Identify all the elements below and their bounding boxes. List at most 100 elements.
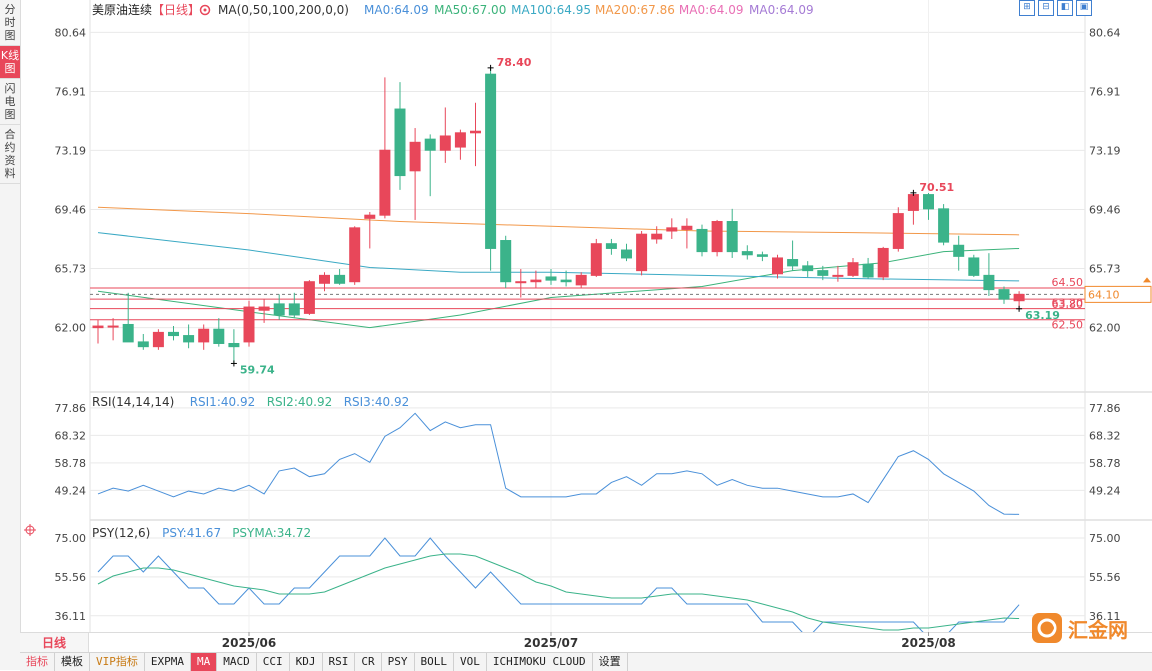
chart-tool-button-3[interactable]: ▣: [1076, 0, 1092, 16]
indicator-tool-9[interactable]: CR: [355, 653, 382, 671]
indicator-tool-2[interactable]: VIP指标: [90, 653, 145, 671]
current-price-box: [1084, 285, 1152, 303]
indicator-tool-14[interactable]: 设置: [593, 653, 628, 671]
x-axis: 2025/06 2025/07 2025/08: [222, 632, 956, 650]
indicator-tool-4[interactable]: MA: [191, 653, 218, 671]
chart-period: 【日线】: [152, 3, 200, 17]
sidebar-tab-0[interactable]: 分时图: [0, 0, 20, 46]
chart-tool-button-0[interactable]: ⊞: [1019, 0, 1035, 16]
ma-legend-5: MA0:64.09: [679, 3, 744, 17]
period-tab-daily[interactable]: 日线: [20, 633, 89, 653]
ma-legend-0: MA(0,50,100,200,0,0): [218, 3, 349, 17]
axis-layer: 80.64 80.64 76.91 76.91 73.19 73.19 69.46 69.46…: [55, 26, 1121, 622]
brand-logo-icon: [1032, 613, 1062, 643]
indicator-tool-1[interactable]: 模板: [55, 653, 90, 671]
indicator-tool-5[interactable]: MACD: [217, 653, 257, 671]
candle-body: [983, 274, 995, 291]
candle-body: [772, 257, 783, 275]
indicator-tool-11[interactable]: BOLL: [415, 653, 454, 671]
candle-body: [560, 279, 572, 283]
rsi-tick-right: 58.78: [1089, 457, 1121, 470]
gear-icon: [199, 4, 211, 16]
candle-body: [938, 208, 950, 243]
candle-body: [228, 342, 240, 348]
ma-legend-1: MA0:64.09: [364, 3, 429, 17]
rsi-tick-left: 68.32: [55, 429, 87, 442]
candle-body: [137, 341, 149, 348]
candle-body: [530, 279, 542, 283]
candle-body: [681, 225, 693, 230]
rsi-line: [97, 412, 1020, 515]
candle-body: [213, 328, 225, 344]
candle-body: [741, 251, 753, 256]
candle-body: [575, 274, 587, 286]
candle-body: [892, 213, 904, 249]
psy-legend-1: PSY:41.67: [162, 526, 221, 540]
indicator-tool-7[interactable]: KDJ: [290, 653, 323, 671]
psy-tick-left: 75.00: [55, 532, 87, 545]
candle-body: [847, 262, 859, 276]
candle-body: [183, 335, 195, 343]
ma-legend-4: MA200:67.86: [595, 3, 675, 17]
period-bar: 日线: [20, 632, 1152, 653]
rsi-legend-0: RSI(14,14,14): [92, 395, 174, 409]
candle-body: [832, 274, 844, 277]
candle-body: [122, 323, 134, 343]
chart-tool-button-2[interactable]: ◧: [1057, 0, 1073, 16]
indicator-tool-10[interactable]: PSY: [382, 653, 415, 671]
psy-tick-left: 36.11: [55, 610, 87, 623]
indicator-tool-6[interactable]: CCI: [257, 653, 290, 671]
price-tick-right: 76.91: [1089, 85, 1121, 98]
extreme-label: 70.51: [919, 181, 954, 194]
candle-body: [364, 214, 376, 219]
sidebar-tab-1[interactable]: K线图: [0, 46, 20, 79]
candle-body: [485, 73, 497, 249]
indicator-tool-8[interactable]: RSI: [323, 653, 356, 671]
psy-legend-0: PSY(12,6): [92, 526, 150, 540]
crosshair-icon: [24, 524, 36, 536]
candle-body: [334, 274, 346, 284]
price-tick-left: 80.64: [55, 26, 87, 39]
extreme-label: 78.40: [497, 56, 532, 69]
extreme-label: 59.74: [240, 363, 275, 376]
indicator-tool-13[interactable]: ICHIMOKU CLOUD: [487, 653, 593, 671]
price-tick-left: 76.91: [55, 85, 87, 98]
candle-body: [605, 243, 617, 249]
candle-body: [288, 303, 300, 316]
candle-body: [726, 221, 738, 253]
ma-legend-3: MA100:64.95: [511, 3, 591, 17]
price-level-label: 64.50: [1052, 276, 1084, 289]
psy-panel: [97, 537, 1020, 632]
x-axis-label: 2025/06: [222, 636, 276, 650]
candle-body: [500, 240, 512, 283]
candle-body: [877, 247, 889, 278]
candle-body: [817, 270, 829, 276]
indicator-tool-3[interactable]: EXPMA: [145, 653, 191, 671]
candle-body: [907, 194, 919, 211]
rsi-panel: [97, 412, 1020, 515]
psy-line: [97, 537, 1020, 632]
candle-body: [621, 249, 632, 259]
candle-body: [379, 149, 391, 216]
indicator-tool-12[interactable]: VOL: [454, 653, 487, 671]
candle-body: [273, 303, 285, 316]
rsi-tick-left: 49.24: [55, 484, 87, 497]
sidebar-tab-2[interactable]: 闪电图: [0, 79, 20, 125]
candle-body: [243, 306, 255, 343]
brand-name: 汇金网: [1068, 617, 1128, 642]
rsi-tick-right: 77.86: [1089, 402, 1121, 415]
candle-body: [424, 138, 436, 151]
rsi-tick-left: 77.86: [55, 402, 87, 415]
candle-body: [470, 130, 481, 134]
price-level-label: 63.80: [1052, 298, 1084, 311]
psy-tick-left: 55.56: [55, 571, 87, 584]
chart-tool-button-1[interactable]: ⊟: [1038, 0, 1054, 16]
sidebar-tab-3[interactable]: 合约资料: [0, 125, 20, 184]
rsi-tick-right: 68.32: [1089, 429, 1121, 442]
candle-body: [515, 281, 527, 284]
price-level-label: 63.20: [1052, 297, 1084, 310]
candle-body: [545, 276, 557, 281]
indicator-tool-0[interactable]: 指标: [20, 653, 55, 671]
